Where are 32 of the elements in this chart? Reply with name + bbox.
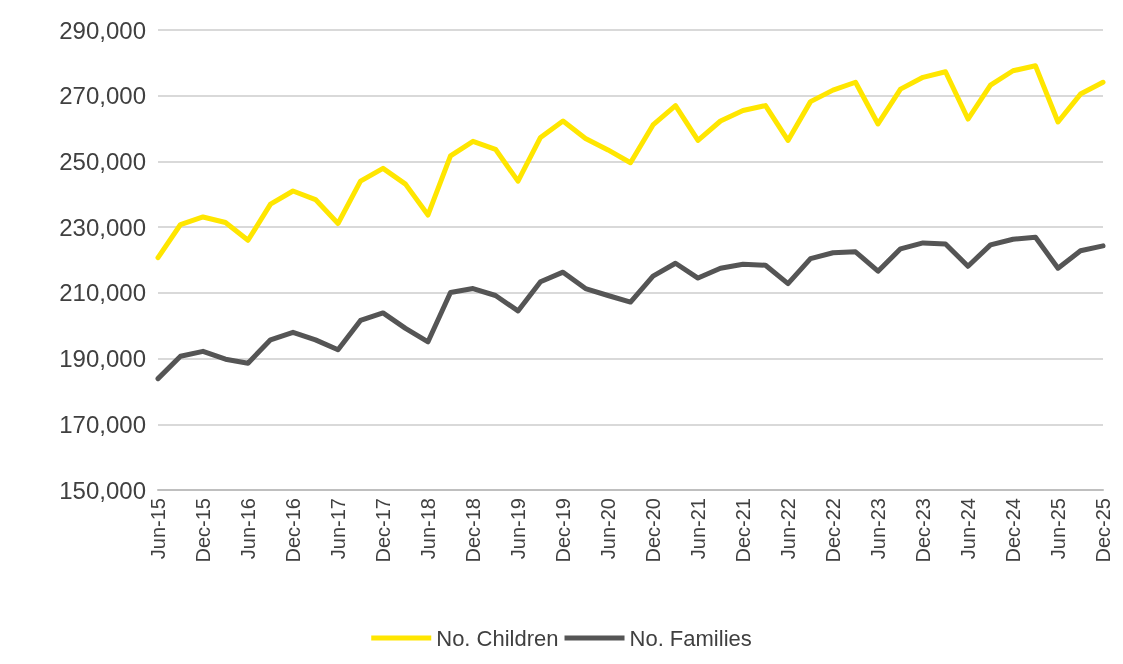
x-tick-label: Jun-19 (507, 498, 529, 560)
x-tick-label: Dec-20 (642, 498, 664, 563)
y-tick-label: 190,000 (59, 345, 146, 373)
legend-label: No. Families (629, 625, 752, 651)
x-tick-label: Jun-25 (1047, 498, 1069, 560)
x-tick-label: Dec-25 (1092, 498, 1114, 563)
legend-label: No. Children (436, 625, 559, 651)
x-tick-label: Jun-24 (957, 498, 979, 560)
x-tick-label: Jun-16 (237, 498, 259, 560)
x-tick-label: Jun-21 (687, 498, 709, 560)
x-tick-label: Dec-24 (1002, 498, 1024, 563)
x-tick-label: Jun-20 (597, 498, 619, 560)
x-tick-label: Jun-18 (417, 498, 439, 560)
x-tick-label: Dec-23 (912, 498, 934, 563)
x-tick-label: Jun-15 (147, 498, 169, 560)
x-tick-label: Dec-22 (822, 498, 844, 563)
y-tick-label: 270,000 (59, 82, 146, 110)
y-tick-label: 250,000 (59, 147, 146, 175)
y-tick-label: 210,000 (59, 279, 146, 307)
x-tick-label: Dec-19 (552, 498, 574, 563)
y-tick-label: 170,000 (59, 410, 146, 438)
y-tick-label: 150,000 (59, 476, 146, 504)
x-tick-label: Dec-17 (372, 498, 394, 563)
x-tick-label: Dec-21 (732, 498, 754, 563)
x-tick-label: Jun-23 (867, 498, 889, 560)
x-tick-label: Jun-22 (777, 498, 799, 560)
y-tick-label: 290,000 (59, 16, 146, 44)
x-tick-label: Dec-18 (462, 498, 484, 563)
x-tick-label: Jun-17 (327, 498, 349, 560)
x-tick-label: Dec-15 (192, 498, 214, 563)
x-tick-label: Dec-16 (282, 498, 304, 563)
y-tick-label: 230,000 (59, 213, 146, 241)
